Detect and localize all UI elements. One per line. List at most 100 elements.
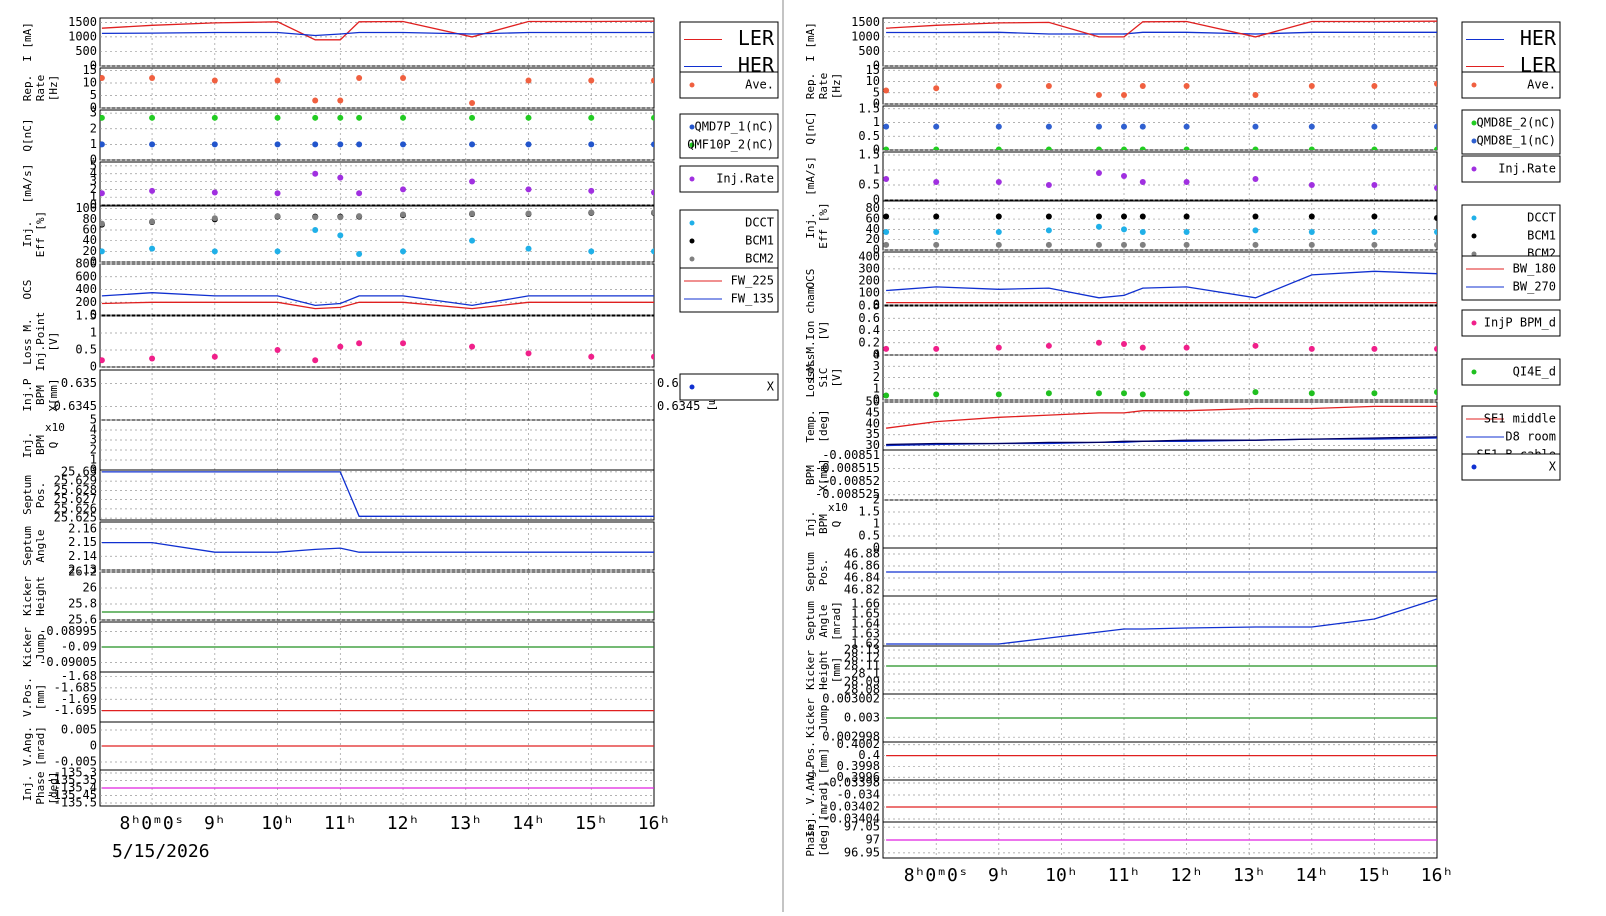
y-axis-label: LossM.Ion cham. <box>804 281 817 380</box>
data-point <box>1183 83 1190 89</box>
data-point <box>1183 228 1190 235</box>
data-point <box>1139 83 1146 89</box>
plot-area <box>883 80 1437 98</box>
y-axis-label: [V] <box>830 368 843 388</box>
y-tick-label: -0.00851 <box>822 448 880 462</box>
legend-label: BW_180 <box>1513 262 1556 276</box>
legend-box <box>679 373 779 401</box>
y-tick-label: 25.627 <box>54 492 97 506</box>
data-point <box>651 189 654 196</box>
data-point <box>337 343 344 350</box>
y-tick-label: -0.09 <box>61 640 97 654</box>
data-point <box>337 232 344 239</box>
data-line <box>886 20 1437 38</box>
data-point <box>469 178 476 185</box>
y-tick-label: 1.5 <box>858 101 880 115</box>
data-point <box>1095 241 1102 248</box>
data-point <box>274 248 281 255</box>
data-line <box>886 436 1437 446</box>
y-tick-label: 0 <box>873 143 880 157</box>
data-point <box>100 220 105 227</box>
data-point <box>588 77 595 84</box>
y-tick-label: 80 <box>83 212 97 226</box>
y-tick-label: 1.65 <box>851 607 880 621</box>
y-tick-label: 0 <box>90 255 97 269</box>
data-point <box>1139 213 1146 220</box>
y-axis-label: Kicker <box>804 698 817 738</box>
y-tick-label: 15 <box>866 63 880 77</box>
legend-box <box>679 113 779 159</box>
y-tick-label: -1.69 <box>61 692 97 706</box>
y-tick-label: 25.6 <box>68 613 97 627</box>
y-tick-label: 5 <box>90 158 97 172</box>
y-axis-label: Phase <box>804 823 817 856</box>
y-tick-label: 60 <box>866 212 880 226</box>
data-point <box>1371 345 1378 352</box>
data-point <box>1371 146 1378 150</box>
y-tick-label: -135.5 <box>54 796 97 810</box>
y-tick-label: -0.034 <box>837 788 880 802</box>
y-axis-label: Height <box>817 650 830 690</box>
data-point <box>933 179 940 185</box>
y-tick-label: -0.03398 <box>822 776 880 790</box>
y-tick-label: 3 <box>90 106 97 120</box>
y-axis-label: Pos. <box>34 482 47 509</box>
y-axis-label: [deg] <box>817 409 830 442</box>
y-tick-label: 0.5 <box>858 129 880 143</box>
legend-label: DCCT <box>745 216 774 230</box>
y-axis-label: X[mm] <box>817 458 830 491</box>
y-tick-label: 100 <box>75 201 97 215</box>
legend-box <box>679 209 779 273</box>
data-point <box>1183 344 1190 351</box>
y-axis-label: BPM <box>34 435 47 455</box>
y-axis-label: [mm] <box>817 748 830 775</box>
data-point <box>274 347 281 353</box>
legend-label: HER <box>1520 26 1557 50</box>
y-tick-label: 1 <box>873 163 880 177</box>
y-tick-label: 0.2 <box>858 335 880 349</box>
data-point <box>356 141 363 148</box>
y-axis-label: Kicker <box>21 576 34 616</box>
data-point <box>588 187 595 194</box>
data-point <box>995 179 1002 185</box>
data-point <box>356 190 363 197</box>
y-tick-label: 1500 <box>851 15 880 29</box>
legend-marker <box>689 142 695 148</box>
data-point <box>1183 123 1190 130</box>
plot-area <box>886 405 1437 447</box>
data-point <box>469 141 476 148</box>
legend-marker <box>1471 320 1477 326</box>
data-point <box>883 123 890 130</box>
plot-area <box>101 20 654 41</box>
legend-box <box>1461 71 1561 99</box>
y-tick-label: -0.09005 <box>39 655 97 669</box>
data-point <box>274 213 281 220</box>
data-point <box>933 213 940 220</box>
y-axis-label: Eff [%] <box>34 211 47 257</box>
data-point <box>525 350 532 357</box>
y-tick-label: 1.63 <box>851 627 880 641</box>
data-point <box>1371 241 1378 248</box>
data-point <box>1252 213 1259 220</box>
legend-marker <box>689 82 695 88</box>
y-tick-label: 0 <box>873 193 880 207</box>
legend-box <box>1461 155 1561 183</box>
data-point <box>933 228 940 235</box>
x-tick-label: 13ʰ <box>1233 865 1266 886</box>
y-tick-label: 300 <box>858 261 880 275</box>
y-tick-label: 1 <box>90 190 97 204</box>
y-tick-label: -135.35 <box>46 773 97 787</box>
data-point <box>883 228 890 235</box>
y-tick-label: 0 <box>873 541 880 555</box>
data-point <box>995 123 1002 130</box>
data-point <box>400 186 407 193</box>
data-line <box>101 301 654 310</box>
data-point <box>525 186 532 193</box>
data-point <box>1095 339 1102 346</box>
y-tick-label: -1.68 <box>61 669 97 683</box>
data-point <box>337 214 344 221</box>
data-point <box>1434 215 1437 222</box>
data-point <box>995 241 1002 248</box>
y-tick-label: 4 <box>90 423 97 437</box>
